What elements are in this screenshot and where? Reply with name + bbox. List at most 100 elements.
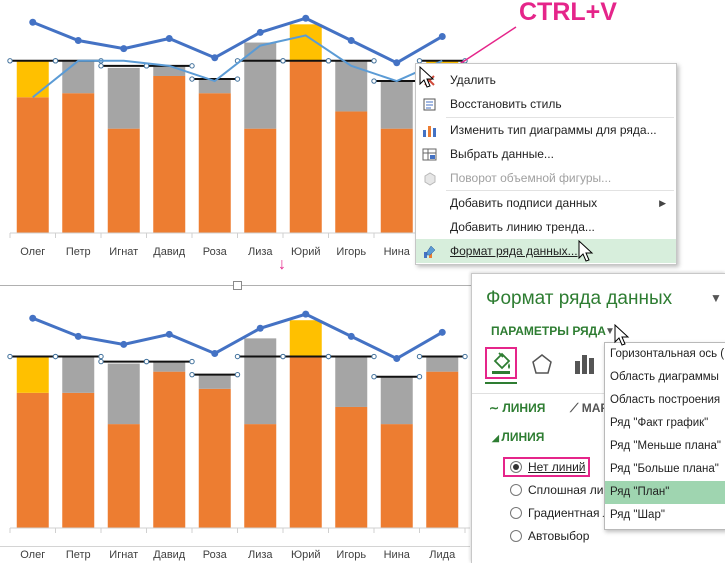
radio-label: Автовыбор <box>528 529 590 543</box>
bar <box>244 42 277 129</box>
menu-item-label: Выбрать данные... <box>450 147 554 161</box>
subtab-line[interactable]: ∼ ЛИНИЯ <box>489 401 545 415</box>
bar <box>107 128 140 233</box>
category-label: Роза <box>203 549 228 561</box>
menu-item-add-data-labels[interactable]: Добавить подписи данных ▶ <box>416 191 676 215</box>
chevron-down-icon[interactable]: ▼ <box>605 326 615 337</box>
effects-pentagon-icon[interactable] <box>530 352 554 376</box>
menu-item-add-trendline[interactable]: Добавить линию тренда... <box>416 215 676 239</box>
highlight-box <box>503 457 590 477</box>
category-label: Нина <box>384 246 411 258</box>
radio-button[interactable] <box>510 530 522 542</box>
bar <box>153 75 186 233</box>
plan-handle <box>416 373 423 380</box>
line-point <box>302 14 310 22</box>
line-point <box>438 328 446 336</box>
dropdown-item[interactable]: Ряд "Шар" <box>610 509 665 521</box>
pane-divider <box>472 393 725 394</box>
plan-handle <box>7 353 13 360</box>
plan-handle <box>234 371 241 378</box>
bar <box>107 67 140 129</box>
radio-automatic[interactable]: Автовыбор <box>510 529 589 543</box>
line-point <box>347 37 355 45</box>
category-label: Игнат <box>109 246 138 258</box>
dropdown-item[interactable]: Область построения <box>610 394 721 406</box>
radio-button[interactable] <box>510 484 522 496</box>
menu-item-label: Формат ряда данных... <box>450 244 578 258</box>
menu-item-change-chart-type[interactable]: Изменить тип диаграммы для ряда... <box>416 118 676 142</box>
select-data-icon <box>422 148 437 161</box>
bar <box>62 392 95 528</box>
menu-item-3d-rotation: Поворот объемной фигуры... <box>416 166 676 190</box>
radio-button[interactable] <box>510 507 522 519</box>
radio-no-line[interactable]: Нет линий <box>510 460 586 474</box>
plan-handle <box>462 353 468 360</box>
plan-handle <box>325 58 332 64</box>
dropdown-item[interactable]: Область диаграммы <box>610 371 719 383</box>
bar <box>16 392 49 528</box>
bar <box>62 93 95 233</box>
radio-button-selected[interactable] <box>510 461 522 473</box>
chart-type-icon <box>423 126 436 137</box>
menu-item-label: Восстановить стиль <box>450 97 562 111</box>
line-point <box>393 59 401 67</box>
plan-handle <box>7 58 13 64</box>
dropdown-item[interactable]: Ряд "Меньше плана" <box>610 440 721 452</box>
subtab-line-label: ЛИНИЯ <box>502 401 546 415</box>
series-dropdown-list: Горизонтальная ось ( Область диаграммы О… <box>604 342 725 530</box>
bar <box>335 60 368 112</box>
category-label: Игорь <box>336 246 366 258</box>
plan-handle <box>234 76 241 82</box>
line-point <box>211 54 219 62</box>
chart-top[interactable]: ОлегПетрИгнатДавидРозаЛизаЮрийИгорьНинаЛ… <box>0 0 470 262</box>
menu-item-label: Добавить подписи данных <box>450 196 598 210</box>
category-label: Лида <box>429 549 456 561</box>
chart-border <box>0 546 470 547</box>
category-label: Давид <box>153 246 186 258</box>
pane-menu-icon[interactable]: ▼ <box>710 291 722 305</box>
bar <box>244 338 277 425</box>
dropdown-item[interactable]: Ряд "Факт график" <box>610 417 709 429</box>
tab-fill-line[interactable] <box>485 347 517 379</box>
dropdown-item-selected[interactable]: Ряд "План" <box>605 481 725 504</box>
line-point <box>211 349 219 357</box>
category-label: Лиза <box>248 246 273 258</box>
series-options-bars-icon[interactable] <box>572 352 596 376</box>
plan-handle <box>280 353 286 360</box>
rotate-3d-icon <box>424 172 436 186</box>
bar <box>16 60 49 98</box>
dropdown-item[interactable]: Ряд "Больше плана" <box>610 463 719 475</box>
menu-item-select-data[interactable]: Выбрать данные... <box>416 142 676 166</box>
plan-handle <box>416 353 423 360</box>
line-point <box>29 18 37 26</box>
line-point <box>347 332 355 340</box>
series-line <box>32 312 443 361</box>
series-line <box>32 34 443 99</box>
bar <box>335 406 368 528</box>
chart-bottom[interactable]: Олег Петр Игнат Давид Роза Лиза Юрий Игорь Нина Л… <box>0 296 470 562</box>
plan-handle <box>52 353 59 360</box>
line-point <box>74 37 82 45</box>
line-point <box>256 324 264 332</box>
line-point <box>165 34 173 42</box>
series-options-dropdown[interactable]: ПАРАМЕТРЫ РЯДА <box>491 324 606 338</box>
series-line <box>32 16 444 65</box>
radio-solid-line[interactable]: Сплошная линия <box>510 483 623 497</box>
category-label: Петр <box>66 246 91 258</box>
menu-item-reset-style[interactable]: Восстановить стиль <box>416 92 676 116</box>
menu-item-delete[interactable]: Удалить <box>416 68 676 92</box>
bar <box>426 356 459 372</box>
dropdown-item[interactable]: Горизонтальная ось ( <box>610 348 725 360</box>
plan-handle <box>189 63 195 69</box>
plan-handle <box>189 371 195 378</box>
mouse-cursor-icon <box>578 240 594 262</box>
category-label: Лиза <box>248 549 273 561</box>
bar <box>16 97 49 234</box>
line-point <box>120 340 128 348</box>
resize-handle[interactable] <box>233 281 242 290</box>
bar <box>198 79 231 94</box>
category-label: Игнат <box>109 549 138 561</box>
menu-item-format-series[interactable]: Формат ряда данных... <box>416 239 676 263</box>
plan-handle <box>98 63 104 69</box>
section-line-header[interactable]: ◢ ЛИНИЯ <box>492 430 544 444</box>
